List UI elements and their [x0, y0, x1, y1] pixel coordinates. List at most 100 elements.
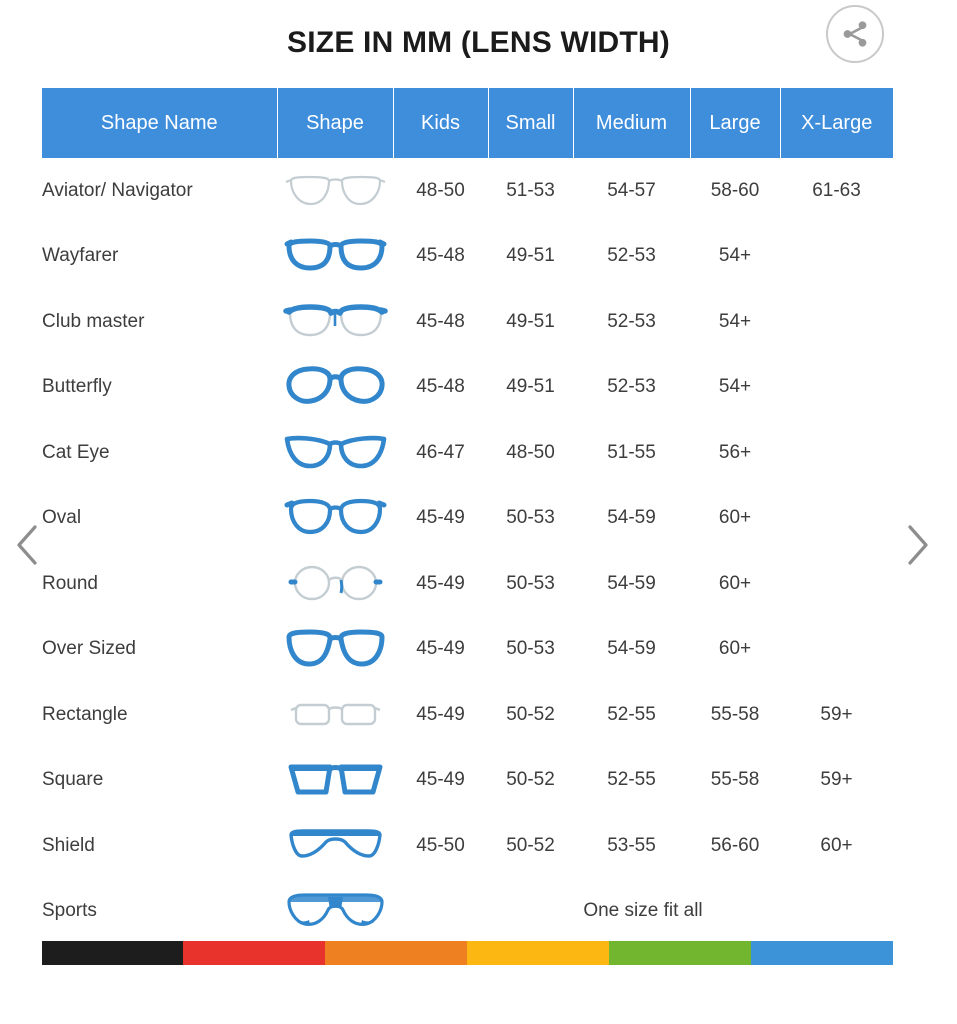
table-row: Square 45-49 50-52 52-55 55-58 59+ [42, 747, 893, 813]
small-size-cell: 50-52 [488, 682, 573, 748]
color-segment [325, 941, 468, 965]
share-button[interactable] [826, 5, 884, 63]
oversized-glasses-icon [283, 626, 388, 672]
shape-icon-cell [277, 747, 393, 813]
kids-size-cell: 45-48 [393, 289, 488, 355]
table-row: Round 45-49 50-53 54-59 60+ [42, 551, 893, 617]
medium-size-cell: 52-53 [573, 223, 690, 289]
carousel-next-button[interactable] [891, 515, 943, 575]
size-table: Shape Name Shape Kids Small Medium Large… [42, 88, 893, 944]
size-table-wrapper: Shape Name Shape Kids Small Medium Large… [42, 88, 893, 944]
color-segment [609, 941, 752, 965]
table-row: Butterfly 45-48 49-51 52-53 54+ [42, 354, 893, 420]
medium-size-cell: 51-55 [573, 420, 690, 486]
kids-size-cell: 45-49 [393, 485, 488, 551]
carousel-prev-button[interactable] [2, 515, 54, 575]
shape-icon-cell [277, 485, 393, 551]
shape-name-cell: Over Sized [42, 616, 277, 682]
small-size-cell: 49-51 [488, 223, 573, 289]
shape-name-cell: Round [42, 551, 277, 617]
large-size-cell: 60+ [690, 616, 780, 682]
header-row: Shape Name Shape Kids Small Medium Large… [42, 88, 893, 158]
xlarge-size-cell [780, 551, 893, 617]
kids-size-cell: 45-49 [393, 616, 488, 682]
table-row: Shield 45-50 50-52 53-55 56-60 60+ [42, 813, 893, 879]
column-header-medium[interactable]: Medium [573, 88, 691, 158]
small-size-cell: 48-50 [488, 420, 573, 486]
table-header: Shape Name Shape Kids Small Medium Large… [42, 88, 893, 158]
large-size-cell: 55-58 [690, 747, 780, 813]
kids-size-cell: 45-49 [393, 747, 488, 813]
table-row: Sports One size fit all [42, 878, 893, 944]
color-segment [42, 941, 184, 965]
medium-size-cell: 52-53 [573, 289, 690, 355]
column-header-small[interactable]: Small [488, 88, 574, 158]
xlarge-size-cell [780, 289, 893, 355]
xlarge-size-cell: 59+ [780, 747, 893, 813]
column-header-large[interactable]: Large [690, 88, 781, 158]
column-header-shape[interactable]: Shape [277, 88, 394, 158]
page-title: SIZE IN MM (LENS WIDTH) [287, 26, 670, 59]
shape-icon-cell [277, 289, 393, 355]
color-segment [467, 941, 610, 965]
xlarge-size-cell [780, 354, 893, 420]
shape-name-cell: Rectangle [42, 682, 277, 748]
shape-name-cell: Wayfarer [42, 223, 277, 289]
shape-name-cell: Square [42, 747, 277, 813]
clubmaster-glasses-icon [282, 299, 388, 345]
large-size-cell: 56+ [690, 420, 780, 486]
medium-size-cell: 54-59 [573, 616, 690, 682]
kids-size-cell: 45-49 [393, 682, 488, 748]
table-row: Rectangle 45-49 50-52 52-55 55-58 59+ [42, 682, 893, 748]
shape-name-cell: Cat Eye [42, 420, 277, 486]
large-size-cell: 55-58 [690, 682, 780, 748]
small-size-cell: 50-53 [488, 485, 573, 551]
title-bar: SIZE IN MM (LENS WIDTH) [0, 0, 957, 86]
xlarge-size-cell [780, 616, 893, 682]
shape-icon-cell [277, 420, 393, 486]
kids-size-cell: 48-50 [393, 158, 488, 224]
sports-glasses-icon [283, 888, 388, 934]
small-size-cell: 50-53 [488, 551, 573, 617]
large-size-cell: 60+ [690, 485, 780, 551]
medium-size-cell: 54-59 [573, 485, 690, 551]
shape-name-cell: Butterfly [42, 354, 277, 420]
table-row: Cat Eye 46-47 48-50 51-55 56+ [42, 420, 893, 486]
medium-size-cell: 52-53 [573, 354, 690, 420]
shape-icon-cell [277, 616, 393, 682]
oval-glasses-icon [283, 495, 388, 541]
chevron-right-icon [908, 525, 928, 565]
large-size-cell: 54+ [690, 223, 780, 289]
shape-name-cell: Club master [42, 289, 277, 355]
color-segment [183, 941, 326, 965]
large-size-cell: 60+ [690, 551, 780, 617]
column-header-xlarge[interactable]: X-Large [780, 88, 893, 158]
color-segment [751, 941, 893, 965]
table-row: Wayfarer 45-48 49-51 52-53 54+ [42, 223, 893, 289]
square-glasses-icon [283, 757, 388, 803]
column-header-shape-name[interactable]: Shape Name [42, 88, 278, 158]
butterfly-glasses-icon [283, 364, 388, 410]
color-accent-bar [42, 941, 893, 965]
shape-icon-cell [277, 878, 393, 944]
xlarge-size-cell [780, 223, 893, 289]
small-size-cell: 50-53 [488, 616, 573, 682]
shape-icon-cell [277, 354, 393, 420]
shape-name-cell: Aviator/ Navigator [42, 158, 277, 224]
shape-name-cell: Shield [42, 813, 277, 879]
medium-size-cell: 52-55 [573, 682, 690, 748]
xlarge-size-cell: 61-63 [780, 158, 893, 224]
column-header-kids[interactable]: Kids [393, 88, 489, 158]
small-size-cell: 50-52 [488, 813, 573, 879]
table-row: Club master 45-48 49-51 52-53 54+ [42, 289, 893, 355]
xlarge-size-cell: 59+ [780, 682, 893, 748]
shape-icon-cell [277, 551, 393, 617]
table-row: Oval 45-49 50-53 54-59 60+ [42, 485, 893, 551]
chevron-left-icon [17, 525, 37, 565]
table-body: Aviator/ Navigator 48-50 51-53 54-57 58-60 61… [42, 158, 893, 944]
kids-size-cell: 45-48 [393, 223, 488, 289]
kids-size-cell: 45-50 [393, 813, 488, 879]
large-size-cell: 54+ [690, 354, 780, 420]
wayfarer-glasses-icon [283, 233, 388, 279]
